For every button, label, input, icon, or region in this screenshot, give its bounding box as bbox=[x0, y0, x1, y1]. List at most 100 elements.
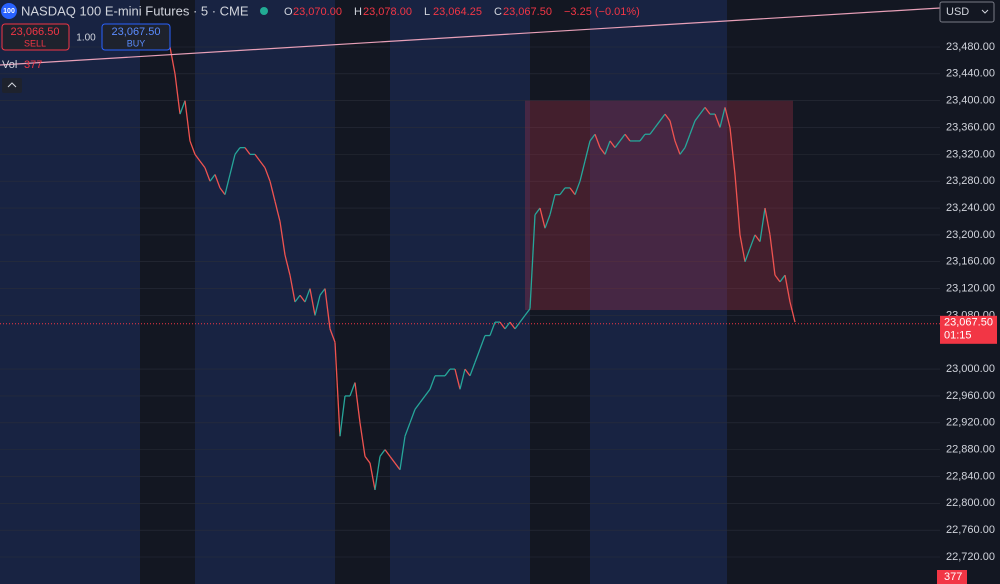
price-segment bbox=[409, 409, 416, 424]
price-segment bbox=[749, 234, 756, 249]
buy-button[interactable] bbox=[101, 23, 171, 51]
buy-price: 23,067.50 bbox=[112, 26, 161, 38]
price-segment bbox=[394, 462, 401, 471]
price-tick-label: 23,240.00 bbox=[946, 202, 995, 214]
ohlc-value: 23,064.25 bbox=[433, 6, 482, 18]
volume-value: 377 bbox=[24, 59, 42, 71]
price-segment bbox=[404, 422, 411, 437]
price-segment bbox=[269, 181, 276, 202]
price-segment bbox=[604, 140, 611, 155]
price-segment bbox=[299, 294, 306, 303]
price-segment bbox=[294, 294, 301, 303]
ohlc-value: 23,070.00 bbox=[293, 6, 342, 18]
price-segment bbox=[624, 133, 631, 142]
price-segment bbox=[694, 113, 701, 122]
price-segment bbox=[479, 335, 486, 350]
price-segment bbox=[549, 194, 556, 215]
collapse-button[interactable] bbox=[2, 78, 22, 93]
volume-badge bbox=[937, 570, 967, 584]
price-segment bbox=[254, 153, 261, 162]
ohlc-key: C bbox=[494, 6, 502, 18]
sell-price: 23,066.50 bbox=[11, 26, 60, 38]
price-tick-label: 23,400.00 bbox=[946, 95, 995, 107]
ohlc-value: 23,078.00 bbox=[363, 6, 412, 18]
price-tick-label: 23,320.00 bbox=[946, 148, 995, 160]
price-segment bbox=[739, 234, 746, 262]
price-segment bbox=[464, 368, 471, 377]
price-tick-label: 23,120.00 bbox=[946, 282, 995, 294]
price-segment bbox=[204, 167, 211, 182]
price-segment bbox=[349, 382, 356, 397]
price-tick-label: 22,920.00 bbox=[946, 417, 995, 429]
ohlc-key: H bbox=[354, 6, 362, 18]
price-segment bbox=[209, 174, 216, 182]
sell-label: SELL bbox=[24, 38, 46, 48]
price-segment bbox=[574, 180, 581, 195]
volume-badge-text: 377 bbox=[944, 571, 962, 583]
price-segment bbox=[499, 321, 506, 330]
symbol-title[interactable]: NASDAQ 100 E-mini Futures · 5 · CME bbox=[21, 3, 249, 18]
price-segment bbox=[304, 288, 311, 303]
price-segment bbox=[329, 328, 336, 343]
price-tick-label: 23,360.00 bbox=[946, 121, 995, 133]
session-band bbox=[590, 0, 727, 584]
buy-label: BUY bbox=[127, 38, 146, 48]
price-segment bbox=[654, 120, 661, 128]
price-segment bbox=[244, 147, 251, 155]
price-segment bbox=[759, 207, 766, 242]
price-tick-label: 23,480.00 bbox=[946, 41, 995, 53]
price-segment bbox=[769, 234, 776, 276]
currency: USD bbox=[946, 6, 969, 18]
price-segment bbox=[669, 120, 676, 142]
price-segment bbox=[504, 321, 511, 330]
price-segment bbox=[519, 315, 526, 323]
price-segment bbox=[649, 127, 656, 135]
last-price-badge bbox=[940, 315, 997, 344]
price-segment bbox=[334, 342, 341, 437]
price-segment bbox=[534, 207, 541, 216]
price-segment bbox=[784, 275, 791, 303]
price-tick-label: 23,280.00 bbox=[946, 175, 995, 187]
price-segment bbox=[719, 107, 726, 128]
price-segment bbox=[639, 133, 646, 142]
price-tick-label: 22,760.00 bbox=[946, 524, 995, 536]
symbol-icon-text: 100 bbox=[3, 8, 15, 15]
trend-line bbox=[0, 7, 941, 66]
price-segment bbox=[579, 160, 586, 182]
ohlc-key: O bbox=[284, 6, 293, 18]
price-segment bbox=[369, 462, 376, 491]
price-tick-label: 23,440.00 bbox=[946, 68, 995, 80]
price-segment bbox=[279, 221, 286, 256]
price-segment bbox=[389, 455, 396, 464]
price-segment bbox=[384, 449, 391, 457]
price-segment bbox=[714, 113, 721, 128]
price-segment bbox=[234, 147, 241, 155]
price-segment bbox=[214, 174, 221, 189]
price-axis-labels: 23,480.00 23,440.00 23,400.00 23,360.00 23,3… bbox=[946, 41, 995, 563]
sell-button[interactable] bbox=[1, 23, 70, 51]
price-tick-label: 23,160.00 bbox=[946, 256, 995, 268]
price-segment bbox=[599, 147, 606, 155]
price-segment bbox=[169, 46, 176, 74]
price-segment bbox=[699, 107, 706, 115]
price-segment bbox=[379, 449, 386, 457]
price-tick-label: 22,720.00 bbox=[946, 551, 995, 563]
price-segment bbox=[764, 207, 771, 236]
price-segment bbox=[614, 140, 621, 149]
price-segment bbox=[199, 160, 206, 169]
price-segment bbox=[259, 160, 266, 169]
session-band bbox=[0, 0, 140, 584]
price-segment bbox=[414, 402, 421, 410]
price-segment bbox=[284, 254, 291, 276]
currency-select[interactable] bbox=[939, 1, 995, 23]
caret-icon bbox=[7, 82, 17, 88]
price-segment bbox=[509, 321, 516, 330]
dropdown-icon bbox=[981, 9, 989, 14]
price-segment bbox=[544, 214, 551, 229]
price-segment bbox=[314, 295, 321, 316]
price-tick-label: 22,840.00 bbox=[946, 470, 995, 482]
grid bbox=[0, 46, 940, 558]
quantity[interactable]: 1.00 bbox=[76, 33, 96, 44]
